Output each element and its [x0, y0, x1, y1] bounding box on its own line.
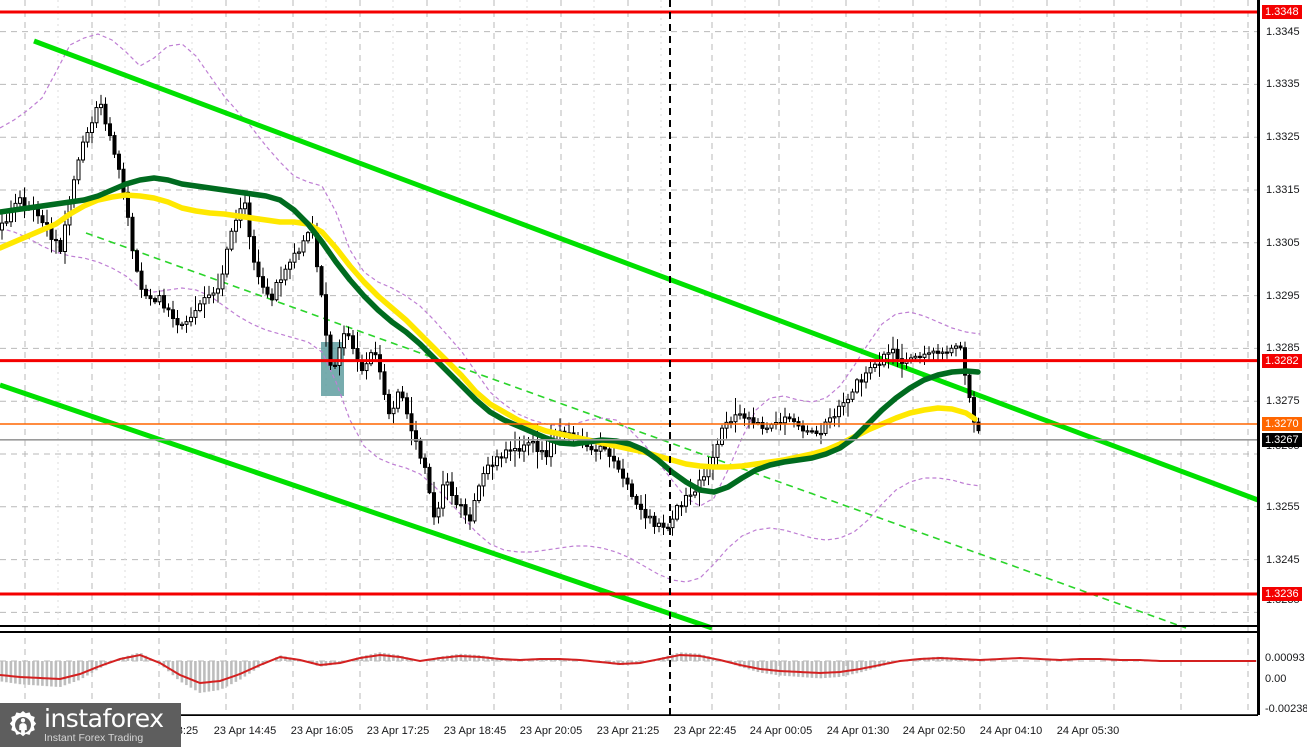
price-label-support: 1.3236 — [1262, 587, 1302, 601]
macd-tick-upper: 0.00093 — [1265, 652, 1305, 664]
xtick: 23 Apr 16:05 — [290, 725, 354, 737]
channel-lower-trendline — [0, 382, 713, 631]
instaforex-gear-icon — [9, 710, 37, 737]
price-label-resistance: 1.3282 — [1262, 353, 1302, 368]
xtick: 23 Apr 20:05 — [519, 725, 583, 737]
ytick: 1.3315 — [1266, 184, 1300, 196]
vertical-gridlines — [24, 0, 1249, 715]
price-label-current: 1.3267 — [1262, 432, 1302, 447]
ytick: 1.3255 — [1266, 500, 1300, 513]
bollinger-bands — [0, 33, 981, 583]
macd-panel — [0, 652, 1258, 693]
price-label-orange-level: 1.3270 — [1262, 417, 1302, 431]
ytick: 1.3295 — [1266, 289, 1300, 302]
time-axis[interactable]: pr 13:25 23 Apr 14:45 23 Apr 16:05 23 Ap… — [0, 715, 1258, 747]
logo-tagline: Instant Forex Trading — [44, 732, 144, 745]
price-label-resistance-high: 1.3348 — [1262, 5, 1302, 19]
ytick: 1.3245 — [1266, 553, 1300, 566]
xtick: 23 Apr 21:25 — [596, 725, 660, 737]
ytick: 1.3305 — [1266, 236, 1300, 249]
xtick: 23 Apr 14:45 — [213, 725, 277, 737]
xtick: 23 Apr 18:45 — [443, 725, 507, 737]
ytick: 1.3335 — [1266, 78, 1300, 91]
instaforex-logo: instaforex Instant Forex Trading — [0, 703, 181, 747]
xtick: 24 Apr 05:30 — [1056, 725, 1120, 737]
ma-fast-yellow — [0, 192, 978, 470]
chart-plot-area[interactable] — [0, 0, 1259, 747]
ytick: 1.3275 — [1266, 395, 1300, 408]
macd-tick-lower: -0.00238 — [1265, 703, 1307, 715]
ytick: 1.3285 — [1266, 342, 1300, 355]
plot-background — [0, 0, 1258, 715]
xtick: 24 Apr 04:10 — [979, 725, 1043, 737]
xtick: 23 Apr 22:45 — [673, 725, 737, 737]
logo-wordmark: instaforex — [44, 704, 164, 734]
ma-slow-green — [0, 175, 981, 495]
ytick: 1.3325 — [1266, 131, 1300, 144]
macd-axis[interactable]: 0.00093 0.00 -0.00238 — [1258, 630, 1307, 715]
inner-dashed-trendline — [85, 232, 1187, 629]
xtick: 23 Apr 17:25 — [366, 725, 430, 737]
minor-vertical-gridlines — [57, 0, 1215, 628]
price-axis[interactable]: 1.3345 1.3335 1.3325 1.3315 1.3305 1.329… — [1258, 0, 1307, 630]
ytick: 1.3345 — [1266, 25, 1300, 38]
xtick: 24 Apr 01:30 — [826, 725, 890, 737]
macd-signal-line — [0, 653, 1256, 685]
macd-tick-zero: 0.00 — [1265, 673, 1287, 685]
xtick: 24 Apr 00:05 — [749, 725, 813, 737]
xtick: 24 Apr 02:50 — [902, 725, 966, 737]
